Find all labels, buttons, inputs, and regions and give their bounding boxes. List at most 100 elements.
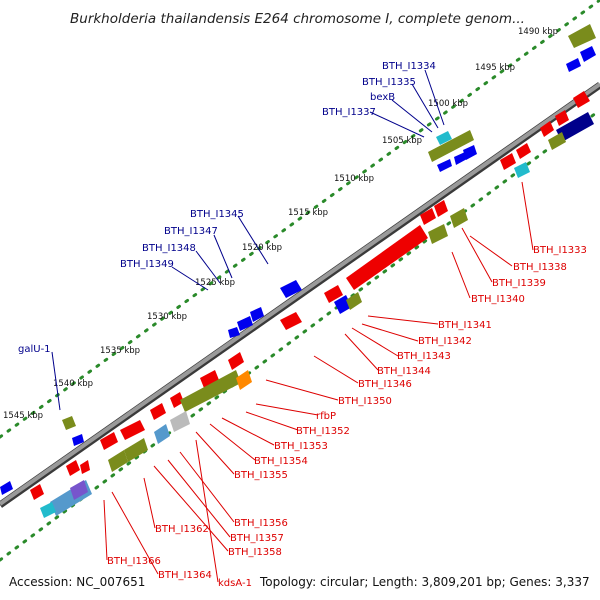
coordinate-ticks: 1490 kbp 1495 kbp 1500 kbp 1505 kbp 1510… <box>3 27 558 421</box>
reverse-leader-lines <box>103 181 534 583</box>
genome-backbone <box>0 82 600 508</box>
tick-label: 1525 kbp <box>195 278 235 288</box>
topology-text: Topology: circular; Length: 3,809,201 bp… <box>259 575 590 589</box>
gene-label[interactable]: BTH_I1341 <box>438 320 492 331</box>
feature-arrow[interactable] <box>228 327 240 338</box>
feature-arrow[interactable] <box>80 460 90 474</box>
gene-label[interactable]: BTH_I1349 <box>120 259 174 270</box>
feature-arrow[interactable] <box>200 370 219 388</box>
tick-label: 1495 kbp <box>475 63 515 73</box>
tick-label: 1505 kbp <box>382 136 422 146</box>
feature-arrow[interactable] <box>72 434 84 446</box>
tick-label: 1535 kbp <box>100 346 140 356</box>
gene-label[interactable]: BTH_I1340 <box>471 294 525 305</box>
feature-arrow[interactable] <box>573 91 590 108</box>
feature-cog[interactable] <box>40 502 56 518</box>
gene-label[interactable]: BTH_I1366 <box>107 556 161 567</box>
tick-label: 1500 kbp <box>428 99 468 109</box>
feature-cog[interactable] <box>154 424 170 444</box>
feature-cog[interactable] <box>556 112 594 142</box>
feature-arrow[interactable] <box>555 110 569 126</box>
gene-label[interactable]: BTH_I1348 <box>142 243 196 254</box>
feature-arrow[interactable] <box>324 285 343 303</box>
accession-text: Accession: NC_007651 <box>9 575 145 589</box>
feature-arrow[interactable] <box>434 200 448 217</box>
gene-label[interactable]: BTH_I1335 <box>362 77 416 88</box>
feature-arrow[interactable] <box>280 280 302 298</box>
gene-label[interactable]: BTH_I1346 <box>358 379 412 390</box>
feature-cog[interactable] <box>428 130 474 162</box>
feature-cog[interactable] <box>70 480 88 500</box>
gene-label[interactable]: BTH_I1339 <box>492 278 546 289</box>
feature-cog[interactable] <box>450 208 468 228</box>
feature-cog[interactable] <box>62 416 76 430</box>
reverse-gene-labels: BTH_I1333 BTH_I1338 BTH_I1339 BTH_I1340 … <box>107 245 587 589</box>
gene-label[interactable]: BTH_I1345 <box>190 209 244 220</box>
gene-label[interactable]: BTH_I1343 <box>397 351 451 362</box>
feature-arrow[interactable] <box>463 145 477 160</box>
tick-ring-outer <box>0 0 600 439</box>
tick-label: 1515 kbp <box>288 208 328 218</box>
gene-label[interactable]: BTH_I1358 <box>228 547 282 558</box>
feature-cog[interactable] <box>514 162 530 178</box>
map-title: Burkholderia thailandensis E264 chromoso… <box>70 11 525 27</box>
gene-label[interactable]: BTH_I1347 <box>164 226 218 237</box>
feature-arrow[interactable] <box>516 143 531 159</box>
feature-cog[interactable] <box>236 370 252 390</box>
feature-arrow[interactable] <box>420 208 436 225</box>
feature-arrow[interactable] <box>280 312 302 330</box>
gene-label[interactable]: BTH_I1342 <box>418 336 472 347</box>
feature-cog[interactable] <box>568 24 596 48</box>
feature-arrow[interactable] <box>437 159 452 172</box>
tick-label: 1545 kbp <box>3 411 43 421</box>
gene-label[interactable]: bexB <box>370 92 395 103</box>
feature-arrow[interactable] <box>170 392 184 408</box>
gene-label[interactable]: BTH_I1353 <box>274 441 328 452</box>
gene-label[interactable]: BTH_I1357 <box>230 533 284 544</box>
feature-arrow[interactable] <box>150 403 166 420</box>
tick-label: 1540 kbp <box>53 379 93 389</box>
forward-leader-lines <box>51 69 445 411</box>
feature-cog[interactable] <box>436 131 452 145</box>
feature-cog[interactable] <box>428 224 448 244</box>
gene-label[interactable]: kdsA-1 <box>218 578 252 589</box>
gene-label[interactable]: BTH_I1344 <box>377 366 431 377</box>
tick-label: 1490 kbp <box>518 27 558 37</box>
gene-label[interactable]: BTH_I1356 <box>234 518 288 529</box>
gene-label[interactable]: BTH_I1333 <box>533 245 587 256</box>
feature-cog[interactable] <box>108 450 128 472</box>
feature-arrow[interactable] <box>540 121 554 137</box>
feature-arrow[interactable] <box>237 316 253 331</box>
gene-label[interactable]: galU-1 <box>18 344 51 355</box>
feature-cog[interactable] <box>346 292 362 310</box>
feature-arrow[interactable] <box>346 225 428 290</box>
gene-label[interactable]: BTH_I1354 <box>254 456 308 467</box>
feature-arrow[interactable] <box>580 46 596 62</box>
feature-arrow[interactable] <box>566 58 581 72</box>
feature-arrow[interactable] <box>0 481 13 495</box>
gene-label[interactable]: BTH_I1362 <box>155 524 209 535</box>
forward-gene-labels: BTH_I1334 BTH_I1335 bexB BTH_I1337 BTH_I… <box>18 61 436 355</box>
feature-arrow[interactable] <box>228 352 244 370</box>
feature-arrow[interactable] <box>30 484 44 500</box>
gene-label[interactable]: BTH_I1338 <box>513 262 567 273</box>
feature-arrow[interactable] <box>100 432 118 450</box>
gene-label[interactable]: BTH_I1355 <box>234 470 288 481</box>
gene-label[interactable]: rfbP <box>316 411 336 422</box>
feature-arrow[interactable] <box>120 420 145 440</box>
gene-label[interactable]: BTH_I1350 <box>338 396 392 407</box>
feature-cog[interactable] <box>548 132 566 150</box>
tick-label: 1520 kbp <box>242 243 282 253</box>
feature-arrow[interactable] <box>454 152 467 165</box>
gene-label[interactable]: BTH_I1352 <box>296 426 350 437</box>
feature-cog[interactable] <box>124 438 148 462</box>
feature-cog[interactable] <box>170 411 190 432</box>
gene-label[interactable]: BTH_I1337 <box>322 107 376 118</box>
gene-label[interactable]: BTH_I1364 <box>158 570 212 581</box>
feature-cog[interactable] <box>180 370 241 412</box>
gene-label[interactable]: BTH_I1334 <box>382 61 436 72</box>
feature-arrow[interactable] <box>66 460 80 476</box>
feature-arrow[interactable] <box>250 307 264 322</box>
feature-arrow[interactable] <box>500 153 516 170</box>
